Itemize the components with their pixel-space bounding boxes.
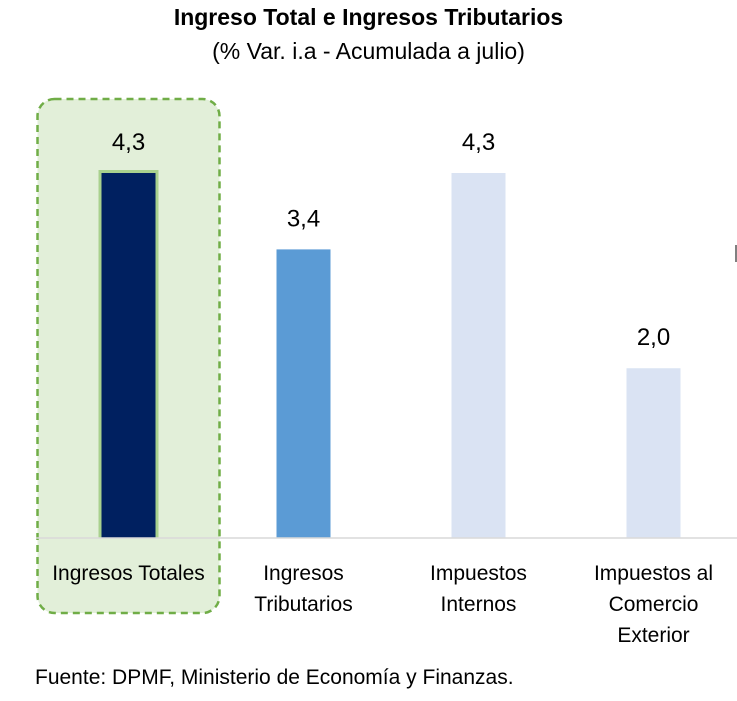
category-label-line: Internos xyxy=(441,593,517,616)
chart-title: Ingreso Total e Ingresos Tributarios xyxy=(173,4,564,30)
category-label-line: Ingresos xyxy=(263,562,344,585)
category-label: Impuestos Internos xyxy=(430,562,527,616)
value-label: 3,4 xyxy=(287,205,320,232)
bar xyxy=(626,368,681,538)
category-label-line: Tributarios xyxy=(254,593,352,616)
category-label: Ingresos Totales xyxy=(52,562,205,585)
category-label: Ingresos Tributarios xyxy=(254,562,352,616)
value-label: 4,3 xyxy=(112,129,145,156)
category-label-line: Impuestos al xyxy=(594,562,713,585)
value-label: 2,0 xyxy=(637,324,670,351)
bar xyxy=(276,249,331,538)
bar xyxy=(101,173,156,538)
category-label-line: Ingresos Totales xyxy=(52,562,205,585)
category-label: Impuestos al Comercio Exterior xyxy=(594,562,713,647)
category-label-line: Impuestos xyxy=(430,562,527,585)
category-label-line: Comercio xyxy=(609,593,699,616)
bar xyxy=(451,173,506,538)
source-note: Fuente: DPMF, Ministerio de Economía y F… xyxy=(35,666,514,689)
category-label-line: Exterior xyxy=(617,624,689,647)
chart-subtitle: (% Var. i.a - Acumulada a julio) xyxy=(212,38,525,64)
value-label: 4,3 xyxy=(462,129,495,156)
